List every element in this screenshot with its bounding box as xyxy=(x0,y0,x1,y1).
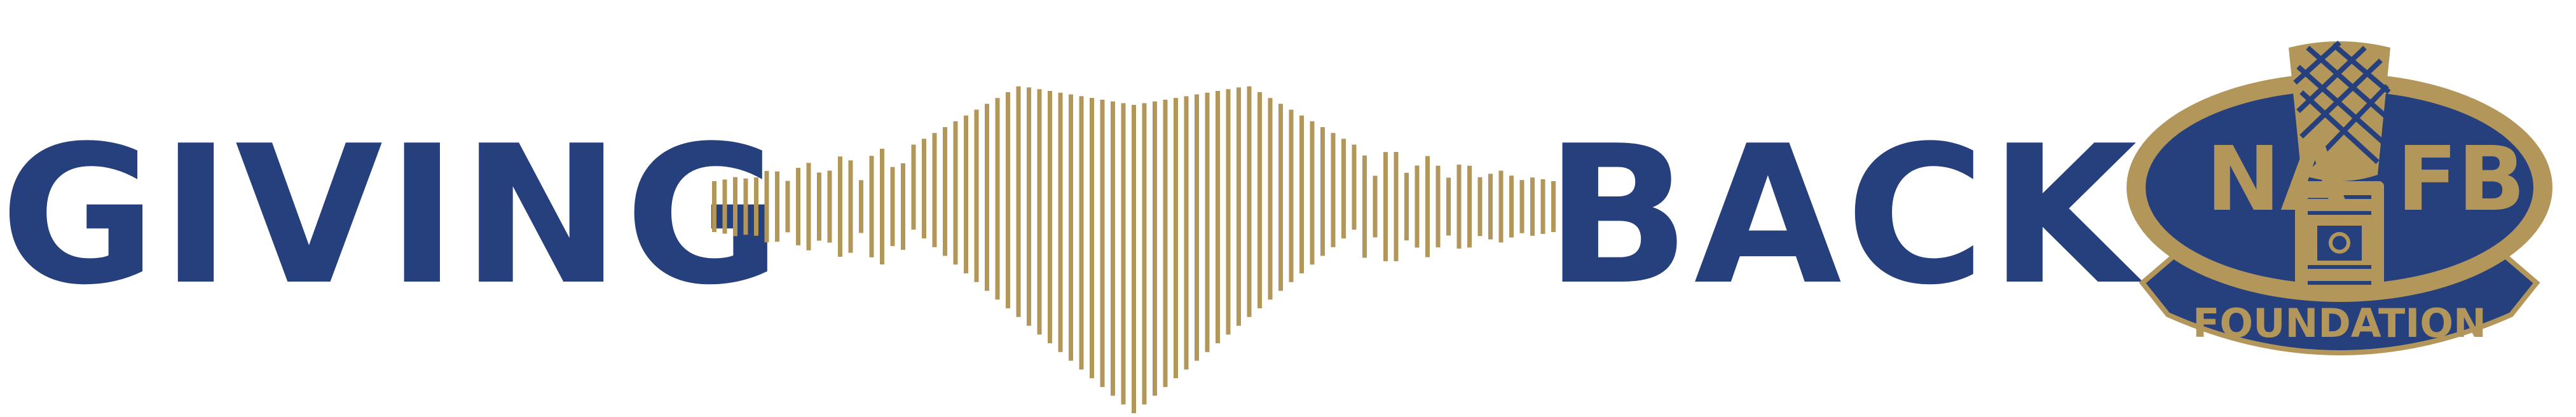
wave-bar xyxy=(1320,127,1325,256)
wave-bar xyxy=(1404,172,1409,241)
wave-bar xyxy=(922,139,926,238)
wave-bar xyxy=(901,163,905,250)
wave-bar xyxy=(869,156,874,257)
wave-bar xyxy=(1289,109,1294,282)
wave-bar xyxy=(1467,165,1472,248)
wave-bar xyxy=(953,121,958,265)
wave-bar xyxy=(1268,98,1273,300)
wave-bar xyxy=(1456,165,1462,249)
wave-bar xyxy=(848,160,853,253)
wave-bar xyxy=(796,168,800,245)
wave-bar xyxy=(827,170,832,243)
wave-bar xyxy=(1027,87,1031,326)
wave-bar xyxy=(964,115,968,273)
wave-bar xyxy=(880,149,884,264)
wave-bar xyxy=(1205,92,1210,352)
wave-bar xyxy=(1163,99,1168,387)
wave-bar xyxy=(1352,144,1357,230)
wave-bar xyxy=(775,171,779,242)
wave-bar xyxy=(1435,165,1441,248)
wave-bar xyxy=(1519,180,1524,233)
wave-bar xyxy=(859,180,863,233)
wave-bar xyxy=(1121,103,1126,405)
wave-bar xyxy=(1153,101,1157,396)
logo-left-letters: NA xyxy=(2206,128,2350,231)
wave-bar xyxy=(1331,133,1336,247)
wave-bar xyxy=(1184,96,1189,370)
wave-bar xyxy=(1195,94,1199,361)
wave-bar xyxy=(1216,91,1220,343)
wave-bar xyxy=(974,109,979,282)
wave-bar xyxy=(1373,175,1378,238)
wave-bar xyxy=(1477,177,1483,236)
wave-bar xyxy=(1111,101,1115,396)
wave-bar xyxy=(764,170,769,243)
wave-bar xyxy=(806,163,811,250)
wave-bar xyxy=(1247,86,1252,317)
wave-bar xyxy=(733,177,737,236)
wave-bar xyxy=(1415,165,1420,248)
wave-bar xyxy=(722,179,727,234)
wave-bar xyxy=(943,127,947,256)
wave-bar xyxy=(1100,99,1105,387)
wave-bar xyxy=(1058,92,1063,352)
wave-bar xyxy=(1310,121,1315,265)
back-wordmark: BACK xyxy=(1545,105,2141,327)
wave-bar xyxy=(1299,115,1304,273)
wave-bar xyxy=(1090,98,1094,378)
wave-bar xyxy=(1341,139,1346,238)
wave-bar xyxy=(1551,181,1556,232)
wave-bar xyxy=(838,156,842,257)
wave-bar xyxy=(932,133,937,247)
wave-bar xyxy=(1079,96,1084,370)
wave-bar xyxy=(712,181,716,232)
vintage-microphone-icon xyxy=(2289,41,2391,296)
wave-bar xyxy=(1530,177,1535,236)
wave-bar xyxy=(754,177,758,236)
wave-bar xyxy=(743,178,748,235)
wave-bar xyxy=(1278,104,1283,291)
wave-bar xyxy=(985,104,989,291)
wave-bar xyxy=(1174,98,1178,378)
wave-bar xyxy=(1383,152,1388,261)
wave-bar xyxy=(1237,87,1241,326)
wave-bar xyxy=(1006,92,1010,308)
wave-bar xyxy=(817,172,821,241)
wave-bar xyxy=(1257,92,1262,308)
wave-bar xyxy=(1394,152,1399,261)
wave-bar xyxy=(1016,86,1021,317)
giving-wordmark: GIVING xyxy=(0,105,785,327)
wave-bar xyxy=(1488,174,1493,240)
wave-bar xyxy=(1540,179,1545,234)
wave-bar xyxy=(1446,177,1451,236)
nafb-foundation-logo: NA FB FOUNDATION xyxy=(2127,41,2552,355)
wave-bar xyxy=(1132,105,1136,413)
wave-bar xyxy=(911,144,916,230)
wave-bar xyxy=(1509,175,1514,238)
logo-right-letters: FB xyxy=(2397,128,2525,231)
wave-bar xyxy=(995,98,1000,300)
wave-bar xyxy=(1048,91,1052,343)
logo-ribbon-text: FOUNDATION xyxy=(2193,300,2486,346)
wave-bar xyxy=(1425,156,1430,257)
wave-bar xyxy=(1498,170,1504,243)
wave-bar xyxy=(1142,103,1147,405)
wave-bar xyxy=(890,167,895,247)
wave-bar xyxy=(1362,155,1367,258)
wave-bar xyxy=(1037,89,1042,335)
wave-bar xyxy=(1069,94,1073,361)
wave-bar xyxy=(785,181,790,233)
wave-bar xyxy=(1226,89,1231,335)
